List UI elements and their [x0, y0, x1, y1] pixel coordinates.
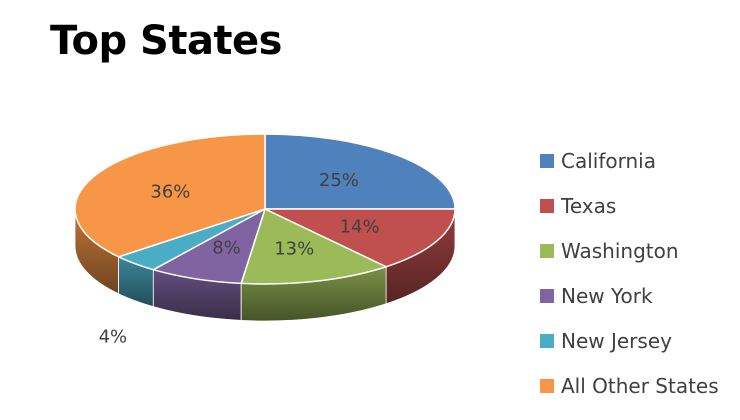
legend-swatch-texas [540, 198, 554, 213]
pie-label-california: 25% [319, 170, 359, 191]
pie-slice-all-other-states [74, 133, 266, 258]
legend-swatch-california [540, 153, 554, 168]
pie-slice-california [264, 133, 456, 210]
legend-label-all-other-states: All Other States [561, 373, 719, 398]
legend-label-new-jersey: New Jersey [561, 328, 672, 353]
legend-swatch-all-other-states [540, 378, 554, 393]
pie-label-new-york: 8% [212, 237, 241, 258]
legend-swatch-washington [540, 243, 554, 258]
legend-item-california: California [540, 138, 719, 183]
pie-label-all-other-states: 36% [150, 181, 190, 202]
legend-swatch-new-jersey [540, 333, 554, 348]
legend-item-new-york: New York [540, 273, 719, 318]
pie-slice-texas [264, 208, 456, 268]
pie-label-new-jersey: 4% [99, 327, 128, 348]
legend-label-new-york: New York [561, 283, 653, 308]
legend-label-california: California [561, 148, 656, 173]
legend: California Texas Washington New York New… [540, 138, 719, 408]
legend-label-washington: Washington [561, 238, 679, 263]
legend-swatch-new-york [540, 288, 554, 303]
legend-item-new-jersey: New Jersey [540, 318, 719, 363]
legend-item-texas: Texas [540, 183, 719, 228]
legend-label-texas: Texas [561, 193, 617, 218]
chart-title: Top States [50, 18, 283, 64]
pie-slice-washington [240, 208, 387, 285]
legend-item-all-other-states: All Other States [540, 363, 719, 408]
pie-label-texas: 14% [340, 217, 380, 238]
pie-slice-new-york [152, 208, 266, 285]
pie-label-washington: 13% [274, 239, 314, 260]
legend-item-washington: Washington [540, 228, 719, 273]
